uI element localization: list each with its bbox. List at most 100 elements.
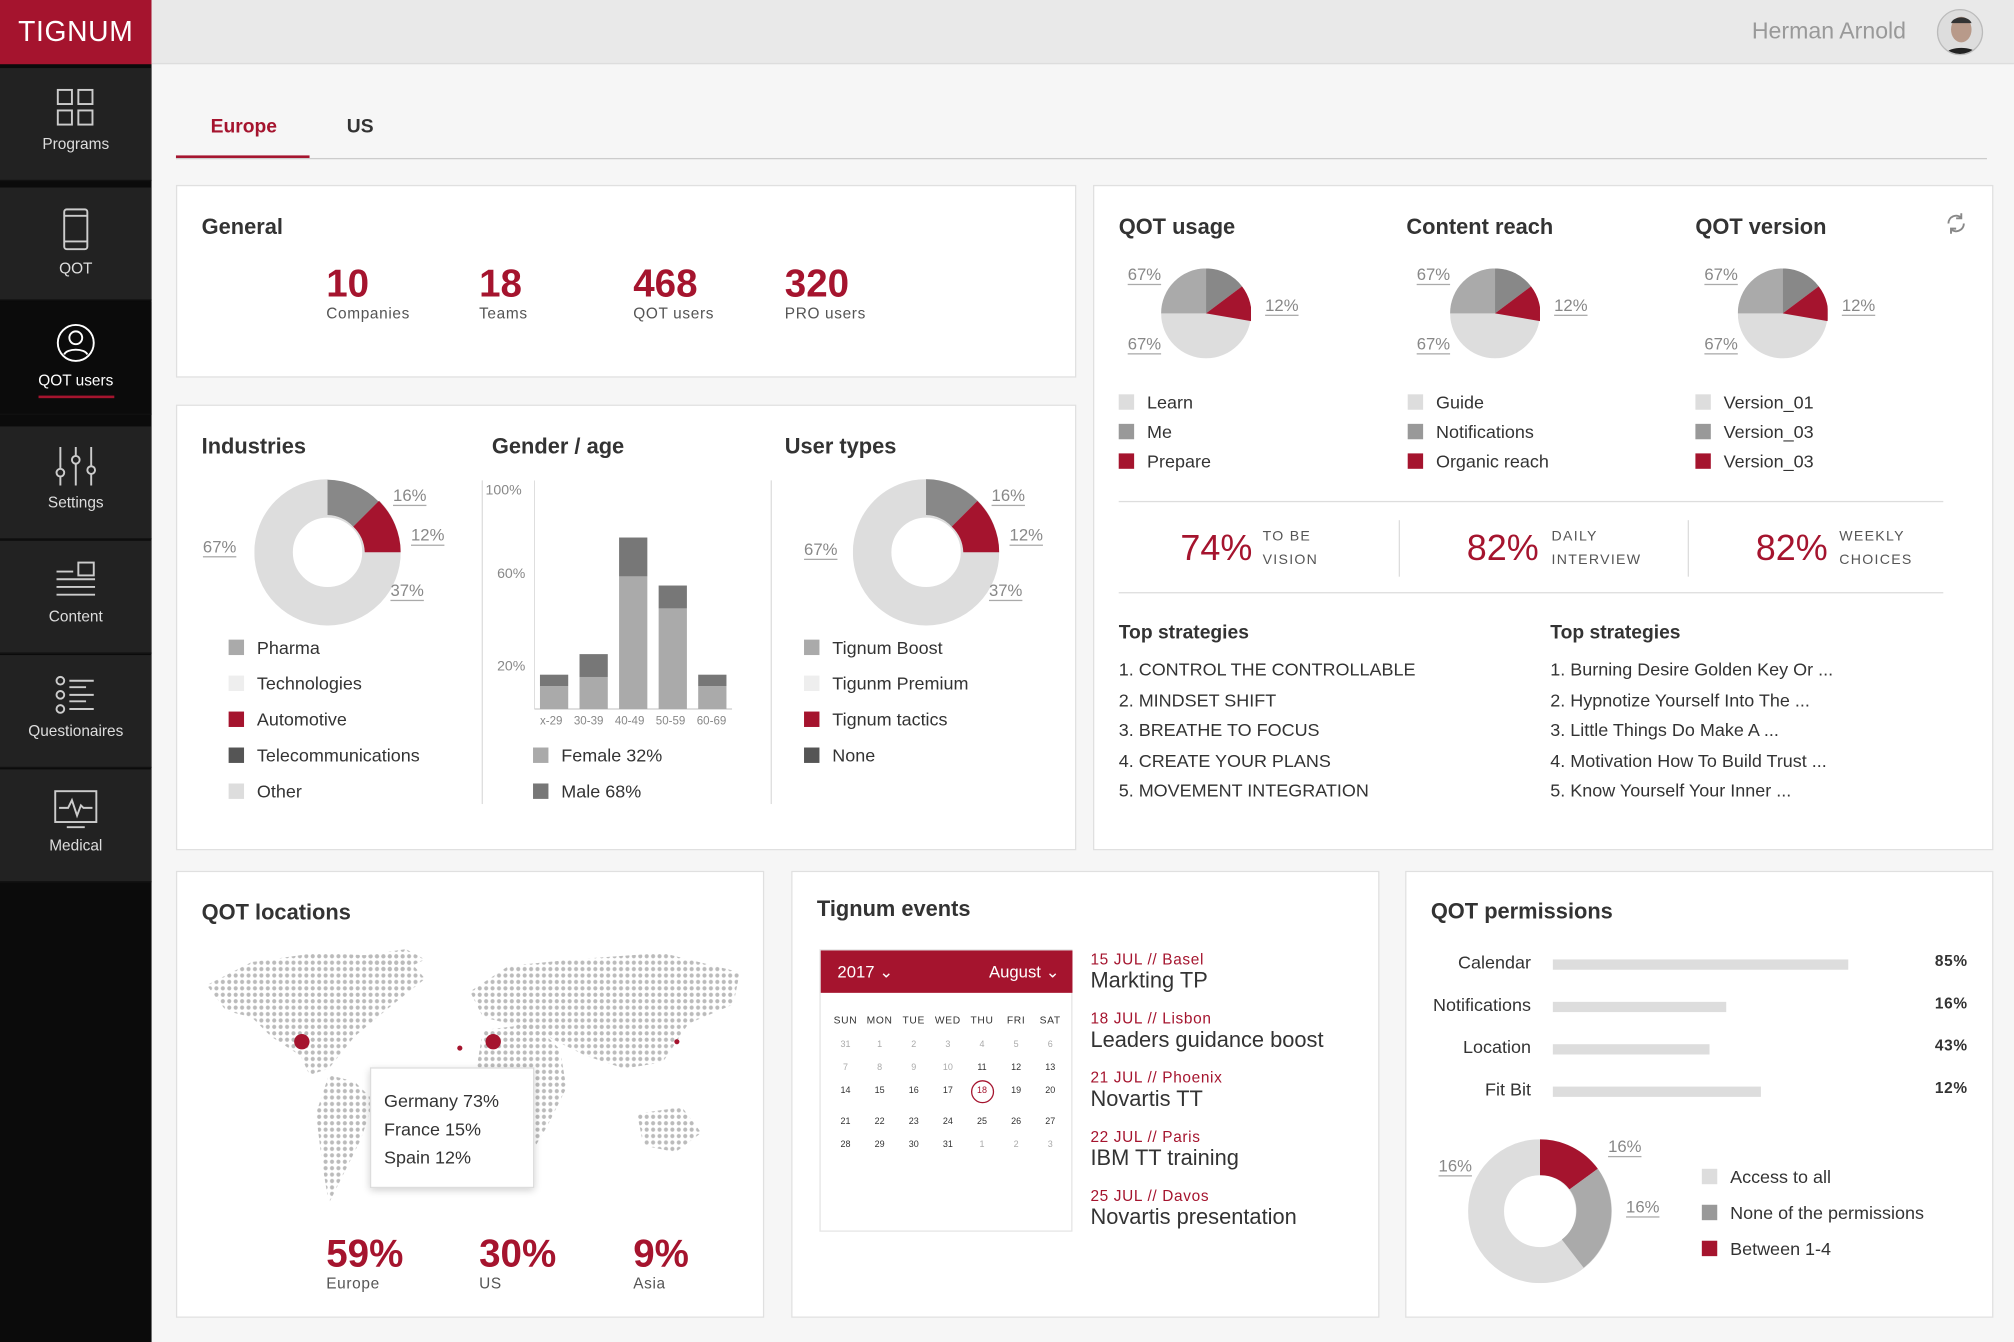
calendar-day[interactable]: 10	[942, 1063, 953, 1073]
calendar-day[interactable]: 5	[1013, 1040, 1019, 1050]
calendar-day[interactable]: 25	[976, 1117, 988, 1127]
calendar-day[interactable]: 4	[979, 1040, 985, 1050]
sidebar-item-qot-users[interactable]: QOT users	[0, 301, 152, 415]
list-item[interactable]: 1. Burning Desire Golden Key Or ...	[1550, 658, 1834, 680]
sidebar-item-medical[interactable]: Medical	[0, 769, 152, 883]
calendar-day[interactable]: 31	[840, 1040, 851, 1050]
avatar[interactable]	[1936, 8, 1984, 56]
calendar-day[interactable]: 28	[840, 1140, 851, 1150]
bar-female[interactable]	[579, 654, 608, 677]
bar-female[interactable]	[658, 585, 687, 609]
calendar-day[interactable]: 7	[842, 1063, 849, 1073]
bar-female[interactable]	[698, 674, 727, 687]
user-name[interactable]: Herman Arnold	[1751, 17, 1907, 44]
calendar-day[interactable]: 27	[1045, 1117, 1056, 1127]
industries-pct-d: 37%	[390, 580, 424, 602]
year-select[interactable]: 2017 ⌄	[837, 962, 893, 983]
calendar-day[interactable]: 13	[1045, 1063, 1056, 1073]
sidebar-item-qot[interactable]: QOT	[0, 187, 152, 301]
calendar-day[interactable]: 31	[942, 1140, 953, 1150]
permissions-donut[interactable]	[1468, 1139, 1612, 1284]
category-label: 40-49	[614, 714, 645, 727]
calendar-day[interactable]: 11	[977, 1063, 987, 1073]
gender-age-chart[interactable]	[534, 480, 733, 711]
qot-usage-pie[interactable]	[1161, 268, 1252, 359]
calendar-day[interactable]: 1	[877, 1040, 883, 1050]
list-item[interactable]: 4. CREATE YOUR PLANS	[1118, 749, 1331, 770]
sidebar-item-questionaires[interactable]: Questionaires	[0, 655, 152, 769]
list-item[interactable]: 5. MOVEMENT INTEGRATION	[1118, 779, 1369, 801]
bar-male[interactable]	[698, 686, 727, 709]
calendar-day-today[interactable]: 18	[965, 1080, 999, 1104]
user-types-donut[interactable]	[852, 479, 1000, 626]
stat-label: PRO users	[784, 304, 866, 323]
list-item[interactable]: 5. Know Yourself Your Inner ...	[1550, 779, 1792, 801]
calendar-day[interactable]: 21	[840, 1117, 851, 1127]
bar-male[interactable]	[619, 576, 648, 709]
list-item[interactable]: 3. Little Things Do Make A ...	[1550, 719, 1779, 740]
swatch	[1701, 1168, 1718, 1185]
calendar-day[interactable]: 24	[942, 1117, 953, 1127]
permission-label: Notifications	[1433, 994, 1532, 1015]
calendar-day[interactable]: 30	[908, 1140, 919, 1150]
content-reach-pie[interactable]	[1450, 268, 1540, 359]
bar-male[interactable]	[658, 608, 687, 709]
calendar-day[interactable]: 19	[1011, 1086, 1022, 1096]
bar-male[interactable]	[539, 686, 569, 709]
list-item[interactable]: 3. BREATHE TO FOCUS	[1118, 719, 1320, 740]
event-item[interactable]: 25 JUL // Davos Novartis presentation	[1090, 1187, 1323, 1231]
sidebar-item-programs[interactable]: Programs	[0, 68, 152, 182]
refresh-icon[interactable]	[1945, 212, 1968, 235]
calendar-day[interactable]: 29	[874, 1140, 885, 1150]
sidebar-item-label: Medical	[49, 836, 103, 855]
pct-label: 67%	[1704, 264, 1738, 286]
calendar-day[interactable]: 1	[979, 1140, 985, 1150]
day-header: FRI	[1006, 1014, 1026, 1027]
calendar-day[interactable]: 2	[1013, 1140, 1019, 1150]
region-stat-us: 30% US	[479, 1235, 556, 1292]
tab-europe[interactable]: Europe	[210, 115, 278, 138]
list-item[interactable]: 2. MINDSET SHIFT	[1118, 689, 1277, 710]
calendar-day[interactable]: 16	[908, 1086, 919, 1096]
calendar-day[interactable]: 17	[942, 1086, 953, 1096]
industries-donut[interactable]	[254, 479, 401, 626]
calendar-day[interactable]: 12	[1011, 1063, 1022, 1073]
bar-female[interactable]	[619, 537, 648, 577]
calendar-day[interactable]: 23	[908, 1117, 919, 1127]
sidebar-item-content[interactable]: Content	[0, 540, 152, 654]
world-map[interactable]	[200, 947, 745, 1210]
calendar-day[interactable]: 9	[911, 1063, 917, 1073]
swatch	[1695, 452, 1711, 469]
calendar-day[interactable]: 26	[1011, 1117, 1022, 1127]
bar-female[interactable]	[539, 674, 569, 687]
swatch	[228, 783, 245, 799]
calendar-day[interactable]: 8	[877, 1063, 883, 1073]
tab-us[interactable]: US	[346, 115, 374, 138]
month-value: August	[988, 962, 1041, 982]
legend-label: None of the permissions	[1730, 1202, 1924, 1223]
logo[interactable]: TIGNUM	[0, 0, 152, 65]
sidebar-item-settings[interactable]: Settings	[0, 426, 152, 540]
calendar-day[interactable]: 2	[911, 1040, 917, 1050]
qot-version-pie[interactable]	[1737, 268, 1828, 359]
calendar-day[interactable]: 20	[1045, 1086, 1056, 1096]
user-types-pct-d: 37%	[988, 580, 1023, 602]
list-item[interactable]: 2. Hypnotize Yourself Into The ...	[1550, 689, 1810, 710]
list-item[interactable]: 4. Motivation How To Build Trust ...	[1550, 749, 1827, 770]
bar-male[interactable]	[579, 676, 608, 709]
calendar-day[interactable]: 15	[874, 1086, 885, 1096]
event-item[interactable]: 22 JUL // Paris IBM TT training	[1090, 1128, 1323, 1172]
month-select[interactable]: August ⌄	[989, 962, 1060, 983]
list-item[interactable]: 1. CONTROL THE CONTROLLABLE	[1118, 658, 1416, 680]
permission-bar	[1552, 1044, 1709, 1055]
pct-label: 67%	[1416, 264, 1451, 286]
event-item[interactable]: 21 JUL // Phoenix Novartis TT	[1090, 1069, 1323, 1113]
calendar-day[interactable]: 3	[945, 1040, 951, 1050]
calendar-day[interactable]: 6	[1047, 1040, 1053, 1050]
calendar-day[interactable]: 14	[840, 1086, 851, 1096]
calendar-day[interactable]: 22	[874, 1117, 885, 1127]
calendar-day[interactable]: 3	[1047, 1140, 1053, 1150]
event-item[interactable]: 15 JUL // Basel Markting TP	[1090, 950, 1323, 994]
location-tooltip: Germany 73% France 15% Spain 12%	[369, 1067, 535, 1189]
event-item[interactable]: 18 JUL // Lisbon Leaders guidance boost	[1090, 1010, 1323, 1054]
